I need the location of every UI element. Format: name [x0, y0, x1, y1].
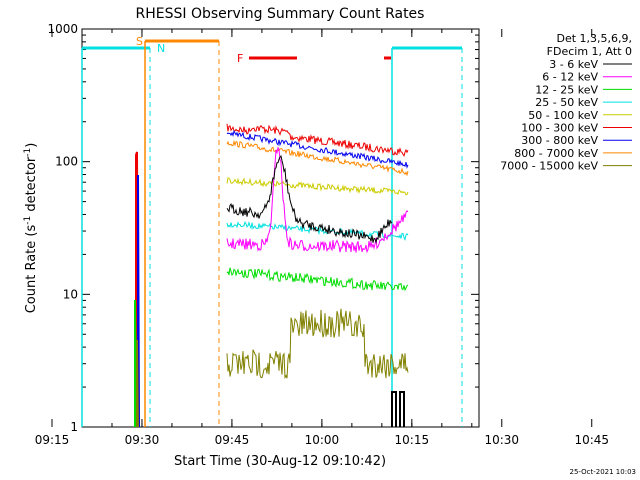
legend-label: 800 - 7000 keV [514, 147, 598, 160]
annotation-label: F [237, 52, 243, 65]
x-tick-label: 10:00 [305, 433, 340, 447]
x-tick-label: 10:30 [484, 433, 519, 447]
x-tick-label: 09:45 [215, 433, 250, 447]
pre-saa-spike [136, 339, 139, 428]
legend-header-line-1: Det 1,3,5,6,9, [556, 32, 632, 45]
legend-label: 50 - 100 keV [528, 109, 598, 122]
y-axis: 1 10 100 1000 [47, 22, 479, 434]
y-axis-label-sup: -1 [23, 216, 33, 225]
x-tick-label: 09:15 [35, 433, 70, 447]
plot-frame [81, 28, 480, 428]
y-tick-label: 1 [70, 420, 78, 434]
x-axis: 09:15 09:30 09:45 10:00 10:15 10:30 10:45 [35, 29, 609, 447]
legend-label: 3 - 6 keV [549, 58, 598, 71]
y-axis-label-part: Count Rate (s [24, 225, 39, 314]
y-tick-label: 100 [55, 155, 78, 169]
legend-label: 6 - 12 keV [542, 71, 598, 84]
x-tick-label: 09:30 [125, 433, 160, 447]
x-tick-label: 10:15 [395, 433, 430, 447]
legend-label: 300 - 800 keV [521, 134, 598, 147]
legend-label: 12 - 25 keV [535, 83, 598, 96]
x-axis-label: Start Time (30-Aug-12 09:10:42) [174, 454, 386, 469]
annotation-label: N [157, 42, 165, 55]
y-tick-label: 10 [63, 287, 78, 301]
pre-saa-spike [134, 299, 137, 428]
y-axis-label: Count Rate (s-1 detector-1) [23, 143, 39, 314]
series-7000-15000 [226, 308, 409, 380]
series-12-25 [226, 267, 409, 292]
y-tick-label: 1000 [47, 22, 78, 36]
legend-label: 100 - 300 keV [521, 122, 598, 135]
y-axis-label-part: detector [24, 156, 39, 216]
x-tick-label: 10:45 [574, 433, 609, 447]
y-axis-label-sup: -1 [23, 148, 33, 157]
series-25-50 [226, 220, 409, 241]
series-3-6-tail [391, 391, 405, 427]
footer-timestamp: 25-Oct-2021 10:03 [570, 468, 636, 476]
state-overlays: S N F [81, 35, 463, 427]
chart-title: RHESSI Observing Summary Count Rates [136, 6, 425, 22]
series-100-300 [226, 123, 409, 157]
series-300-800 [226, 129, 409, 169]
series-50-100 [226, 177, 409, 196]
legend-header-line-2: FDecim 1, Att 0 [547, 45, 632, 58]
annotation-label: S [136, 35, 143, 48]
series-group [134, 123, 409, 428]
legend-label: 7000 - 15000 keV [500, 160, 598, 173]
y-axis-label-part: ) [24, 143, 39, 148]
legend-label: 25 - 50 keV [535, 96, 598, 109]
series-3-6 [226, 154, 393, 244]
series-800-7000 [226, 139, 409, 177]
series-6-12 [226, 146, 409, 254]
